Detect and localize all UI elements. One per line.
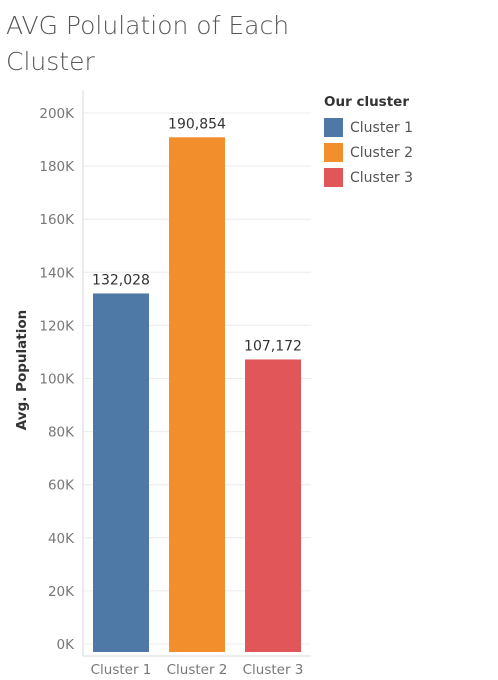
y-tick-label: 200K [39,106,75,122]
y-axis-label: Avg. Population [14,310,30,430]
legend-title: Our cluster [324,94,409,110]
x-tick-label: Cluster 2 [167,662,228,678]
legend: Our cluster Cluster 1 Cluster 2 Cluster … [324,94,413,190]
data-label: 190,854 [168,116,226,132]
y-tick-label: 40K [48,531,75,547]
legend-label: Cluster 1 [350,119,414,136]
legend-swatch [324,143,343,162]
y-tick-label: 20K [48,584,75,600]
legend-label: Cluster 3 [350,169,414,186]
legend-item-cluster-2[interactable]: Cluster 2 [324,140,413,165]
x-tick-label: Cluster 1 [91,662,152,678]
y-tick-label: 100K [39,372,75,388]
y-tick-label: 80K [48,425,75,441]
y-tick-label: 120K [39,318,75,334]
bar-cluster-3 [245,359,301,652]
x-tick-label: Cluster 3 [243,662,304,678]
legend-swatch [324,118,343,137]
legend-swatch [324,168,343,187]
y-tick-label: 180K [39,159,75,175]
y-tick-label: 0K [57,637,76,653]
data-label: 132,028 [92,272,150,288]
data-label: 107,172 [244,338,302,354]
chart-title: AVG Polulation of Each Cluster [6,11,290,76]
y-tick-label: 140K [39,265,75,281]
bar-cluster-1 [93,293,149,652]
bar-cluster-2 [169,137,225,653]
legend-item-cluster-1[interactable]: Cluster 1 [324,115,413,140]
y-tick-label: 160K [39,212,75,228]
legend-item-cluster-3[interactable]: Cluster 3 [324,165,413,190]
legend-label: Cluster 2 [350,144,414,161]
y-tick-label: 60K [48,478,75,494]
